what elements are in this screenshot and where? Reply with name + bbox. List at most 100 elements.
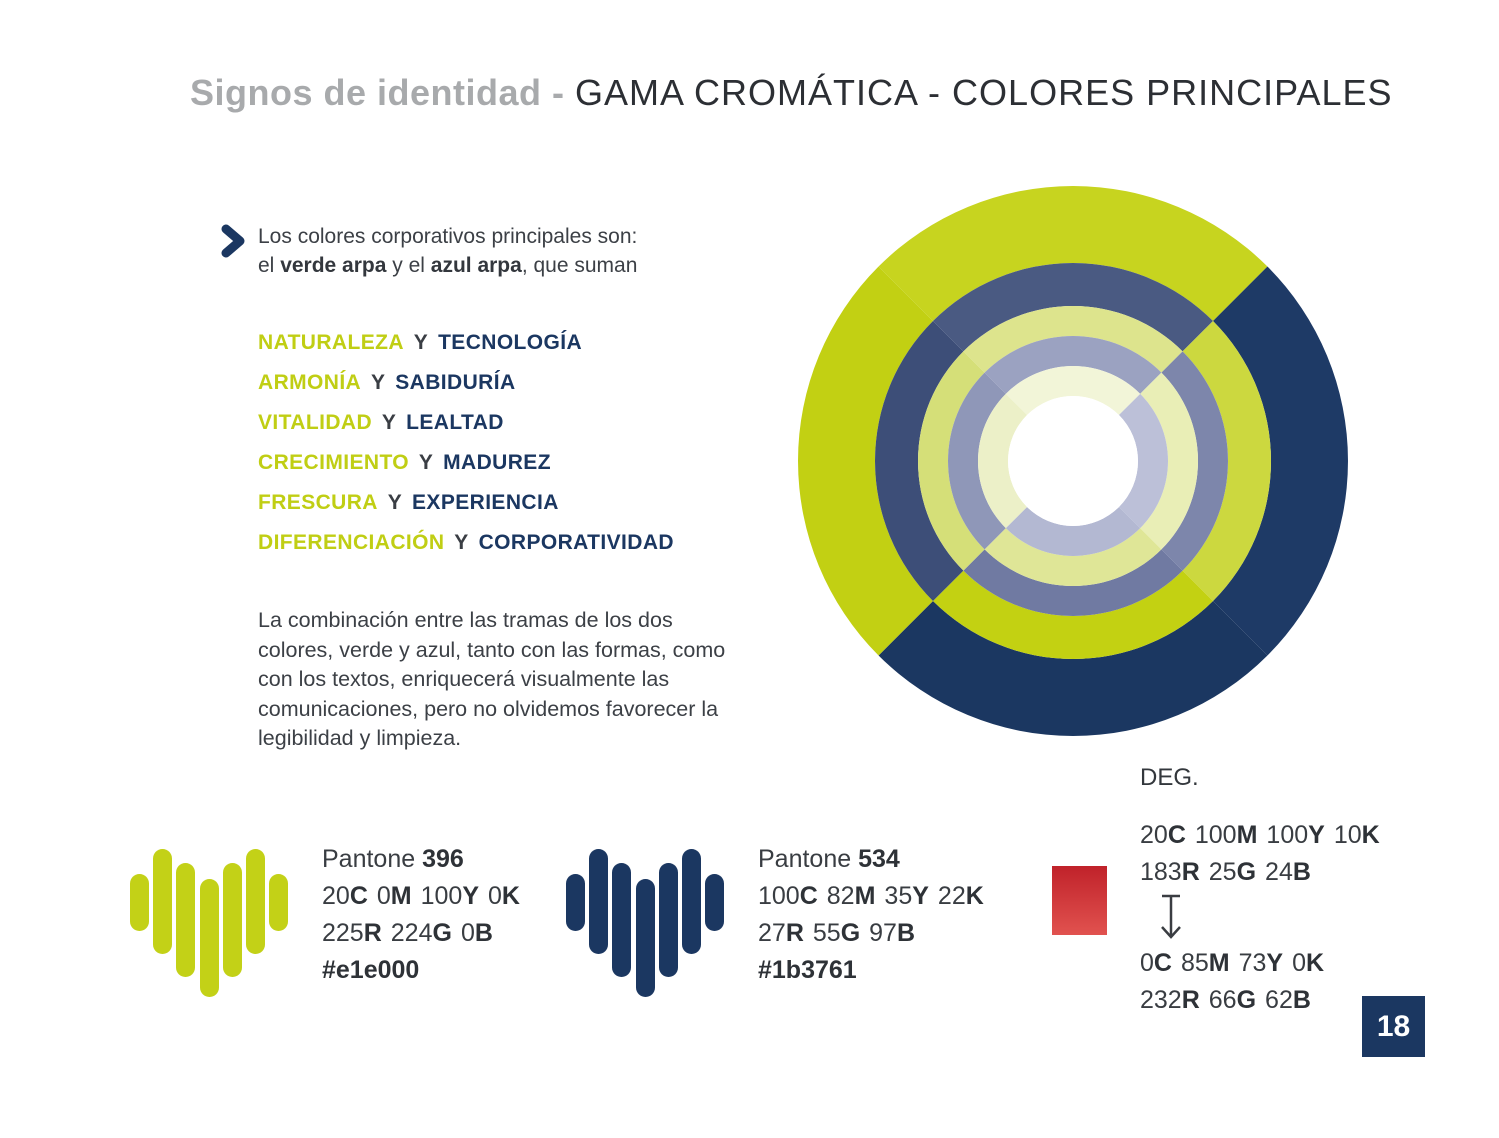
cmyk-line: 20C 0M 100Y 0K	[322, 878, 529, 915]
rgb-line: 225R 224G 0B	[322, 915, 529, 952]
pair-sep: Y	[448, 531, 475, 554]
value-unit: 100Y	[420, 882, 480, 910]
wheel-ring-5-s	[1005, 506, 1141, 557]
title-main: GAMA CROMÁTICA - COLORES PRINCIPALES	[575, 72, 1393, 113]
logo-bar	[566, 874, 585, 931]
intro-text-segment: y el	[386, 254, 431, 277]
value-unit: 27R	[758, 919, 804, 947]
title-prefix: Signos de identidad -	[190, 72, 576, 113]
degradation-section: DEG. 20C 100M 100Y 10K 183R 25G 24B 0C 85M 73Y 0…	[1140, 764, 1389, 1019]
body-paragraph: La combinación entre las tramas de los d…	[258, 608, 726, 750]
pair-left: NATURALEZA	[258, 331, 404, 354]
wheel-ring-4-s	[984, 528, 1162, 587]
value-unit: 85M	[1180, 949, 1230, 977]
wheel-ring-2-w	[874, 320, 964, 602]
wheel-center	[1008, 396, 1138, 526]
value-unit: 97B	[869, 919, 916, 947]
value-unit: 100Y	[1266, 821, 1325, 849]
wheel-ring-1-s	[878, 601, 1268, 736]
value-unit: 20C	[322, 882, 368, 910]
down-arrow-icon	[1161, 894, 1181, 939]
value-unit: 10K	[1333, 821, 1380, 849]
value-unit: 0B	[460, 919, 493, 947]
wheel-ring-3-w	[918, 351, 985, 571]
value-unit: 66G	[1208, 986, 1257, 1014]
logo-bar	[176, 863, 195, 977]
intro-keyword: verde arpa	[280, 254, 387, 277]
red-gradient-swatch	[1052, 866, 1107, 935]
logo-bar	[705, 874, 724, 931]
hex-line: #e1e000	[322, 956, 420, 984]
value-unit: 100C	[758, 882, 818, 910]
pantone-line: Pantone 534	[758, 845, 900, 873]
value-unit: 22K	[937, 882, 984, 910]
value-pairs-list: NATURALEZA Y TECNOLOGÍA ARMONÍA Y SABIDUR…	[258, 331, 674, 571]
blue-color-spec: Pantone 534 100C 82M 35Y 22K 27R 55G 97B #1b3…	[758, 841, 993, 989]
value-unit: 25G	[1208, 858, 1257, 886]
wheel-ring-5-n	[1005, 365, 1141, 416]
deg-from-cmyk: 20C 100M 100Y 10K	[1140, 817, 1389, 854]
value-unit: 24B	[1265, 858, 1311, 886]
pair-left: ARMONÍA	[258, 371, 362, 394]
logo-bar	[636, 879, 655, 997]
pair-row: NATURALEZA Y TECNOLOGÍA	[258, 331, 674, 371]
wheel-ring-2-s	[932, 570, 1214, 660]
value-unit: 0K	[488, 882, 520, 910]
value-unit: 35Y	[884, 882, 929, 910]
value-unit: 82M	[826, 882, 876, 910]
arpa-logo-green	[130, 849, 288, 997]
wheel-ring-3-s	[963, 549, 1183, 616]
value-unit: 225R	[322, 919, 382, 947]
logo-bar	[223, 863, 242, 977]
intro-text: Los colores corporativos principales son…	[258, 222, 637, 280]
deg-label: DEG.	[1140, 764, 1199, 791]
green-color-spec: Pantone 396 20C 0M 100Y 0K 225R 224G 0B #e1e0…	[322, 841, 529, 989]
pair-sep: Y	[413, 451, 440, 474]
wheel-ring-5-e	[1118, 393, 1169, 529]
pair-row: ARMONÍA Y SABIDURÍA	[258, 371, 674, 411]
wheel-ring-1-w	[798, 266, 933, 656]
wheel-ring-4-n	[984, 335, 1162, 394]
page-title: Signos de identidad - GAMA CROMÁTICA - C…	[190, 72, 1393, 114]
deg-arrow-wrap	[1140, 891, 1389, 945]
rgb-line: 27R 55G 97B	[758, 915, 993, 952]
wheel-ring-1-n	[878, 186, 1268, 321]
logo-bar	[200, 879, 219, 997]
pair-left: DIFERENCIACIÓN	[258, 531, 445, 554]
intro-keyword: azul arpa	[430, 254, 522, 277]
pair-left: VITALIDAD	[258, 411, 373, 434]
pair-right: SABIDURÍA	[395, 371, 516, 394]
pair-left: FRESCURA	[258, 491, 378, 514]
deg-to-cmyk: 0C 85M 73Y 0K	[1140, 945, 1389, 982]
intro-line-1: Los colores corporativos principales son…	[258, 225, 638, 248]
deg-to-rgb: 232R 66G 62B	[1140, 982, 1389, 1019]
pair-right: MADUREZ	[443, 451, 551, 474]
value-unit: 20C	[1140, 821, 1186, 849]
wheel-ring-4-e	[1140, 372, 1199, 550]
logo-bar	[246, 849, 265, 954]
logo-bar	[130, 874, 149, 931]
value-unit: 0C	[1140, 949, 1172, 977]
logo-bar	[269, 874, 288, 931]
cmyk-line: 100C 82M 35Y 22K	[758, 878, 993, 915]
value-unit: 232R	[1140, 986, 1200, 1014]
pair-left: CRECIMIENTO	[258, 451, 410, 474]
intro-text-segment: el	[258, 254, 281, 277]
value-unit: 224G	[390, 919, 452, 947]
logo-bar	[153, 849, 172, 954]
wheel-ring-1-e	[1213, 266, 1348, 656]
wheel-ring-5-w	[977, 393, 1028, 529]
logo-bar	[682, 849, 701, 954]
arpa-logo-blue	[566, 849, 724, 997]
intro-text-segment: , que suman	[521, 254, 638, 277]
pair-row: VITALIDAD Y LEALTAD	[258, 411, 674, 451]
pair-row: CRECIMIENTO Y MADUREZ	[258, 451, 674, 491]
chevron-right-icon	[221, 224, 245, 258]
logo-bar	[612, 863, 631, 977]
pair-row: FRESCURA Y EXPERIENCIA	[258, 491, 674, 531]
value-unit: 62B	[1265, 986, 1311, 1014]
pantone-line: Pantone 396	[322, 845, 464, 873]
pair-right: LEALTAD	[406, 411, 504, 434]
intro-line-2: el verde arpa y el azul arpa, que suman	[258, 251, 637, 280]
value-unit: 0K	[1292, 949, 1325, 977]
